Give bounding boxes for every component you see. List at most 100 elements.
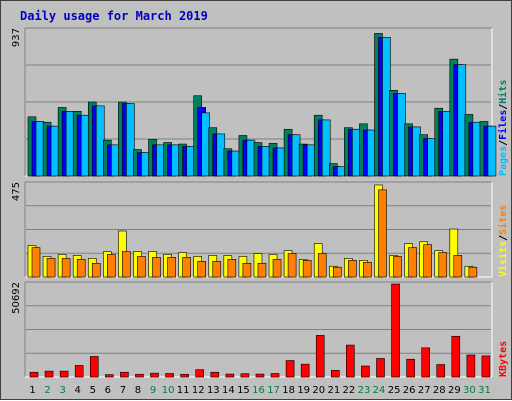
bar-kbytes-day-13 xyxy=(210,371,220,378)
legend-label: Pages/Files/Hits xyxy=(497,80,509,176)
bar-kbytes-day-5 xyxy=(89,356,99,378)
day-label-20: 20 xyxy=(312,385,325,396)
bar-kbytes-day-14 xyxy=(225,373,235,378)
bar-kbytes-day-17 xyxy=(270,373,280,378)
day-label-26: 26 xyxy=(403,385,416,396)
bar-kbytes-day-15 xyxy=(240,373,250,378)
day-label-22: 22 xyxy=(343,385,356,396)
y-axis-max-label: 475 xyxy=(11,182,22,201)
day-label-13: 13 xyxy=(207,385,220,396)
bar-pages-day-31 xyxy=(487,125,497,177)
bar-sites-day-12 xyxy=(197,261,207,278)
day-label-15: 15 xyxy=(237,385,250,396)
bar-sites-day-30 xyxy=(468,266,478,278)
bar-kbytes-day-28 xyxy=(436,364,446,378)
bar-kbytes-day-11 xyxy=(180,373,189,378)
day-label-16: 16 xyxy=(252,385,265,396)
legend-entry: Pages xyxy=(498,146,509,176)
bar-sites-day-3 xyxy=(61,258,71,278)
day-label-17: 17 xyxy=(267,385,280,396)
bar-kbytes-day-12 xyxy=(195,369,205,378)
bar-kbytes-day-6 xyxy=(105,374,114,378)
bar-sites-day-24 xyxy=(378,189,387,278)
bar-sites-day-13 xyxy=(212,261,222,278)
bar-sites-day-28 xyxy=(438,252,448,278)
bar-sites-day-15 xyxy=(242,262,252,278)
day-label-10: 10 xyxy=(162,385,175,396)
bar-kbytes-day-24 xyxy=(376,358,385,378)
bar-kbytes-day-16 xyxy=(255,373,265,378)
legend-entry: Hits xyxy=(497,80,509,104)
day-label-6: 6 xyxy=(105,385,111,396)
bar-sites-day-7 xyxy=(122,251,131,278)
bar-kbytes-day-29 xyxy=(451,335,461,378)
bar-sites-day-26 xyxy=(408,247,417,278)
day-label-8: 8 xyxy=(135,385,141,396)
day-label-24: 24 xyxy=(373,385,386,396)
bar-kbytes-day-19 xyxy=(300,363,310,378)
legend-entry: Files xyxy=(497,110,509,140)
bar-sites-day-22 xyxy=(348,260,357,278)
bar-kbytes-day-18 xyxy=(285,360,295,378)
day-label-23: 23 xyxy=(358,385,371,396)
bar-sites-day-8 xyxy=(137,256,146,278)
bar-kbytes-day-26 xyxy=(406,358,415,378)
day-label-14: 14 xyxy=(222,385,235,396)
day-label-30: 30 xyxy=(463,385,476,396)
day-label-9: 9 xyxy=(150,385,156,396)
chart-title: Daily usage for March 2019 xyxy=(20,9,208,23)
day-label-31: 31 xyxy=(478,385,491,396)
legend-entry: / xyxy=(498,104,509,110)
day-label-7: 7 xyxy=(120,385,126,396)
day-label-18: 18 xyxy=(282,385,295,396)
bar-sites-day-25 xyxy=(393,256,402,278)
y-axis-max-label: 937 xyxy=(11,28,22,47)
bar-sites-day-23 xyxy=(363,262,372,278)
bar-sites-day-5 xyxy=(91,262,101,278)
bar-kbytes-day-10 xyxy=(165,373,174,378)
bar-sites-day-11 xyxy=(182,257,191,278)
bar-sites-day-29 xyxy=(453,255,463,278)
legend-entry: Sites xyxy=(497,205,509,235)
bar-pages-day-7 xyxy=(126,103,135,177)
bar-kbytes-day-1 xyxy=(29,371,39,378)
day-label-12: 12 xyxy=(192,385,205,396)
bar-sites-day-9 xyxy=(152,257,161,278)
bar-sites-day-21 xyxy=(332,266,342,278)
bar-kbytes-day-30 xyxy=(466,354,476,378)
bar-sites-day-2 xyxy=(46,258,56,278)
day-label-11: 11 xyxy=(177,385,190,396)
bar-sites-day-20 xyxy=(317,253,327,278)
day-label-25: 25 xyxy=(388,385,401,396)
bar-sites-day-10 xyxy=(167,257,176,278)
day-label-28: 28 xyxy=(433,385,446,396)
bar-kbytes-day-20 xyxy=(315,335,325,378)
day-label-1: 1 xyxy=(29,385,35,396)
bar-kbytes-day-2 xyxy=(44,370,54,378)
legend-entry: / xyxy=(498,140,509,146)
bar-kbytes-day-3 xyxy=(59,370,69,378)
day-label-27: 27 xyxy=(418,385,431,396)
bar-kbytes-day-9 xyxy=(150,372,159,378)
y-axis-max-label: 50692 xyxy=(11,282,22,314)
bar-sites-day-14 xyxy=(227,259,237,278)
legend-entry: Visits xyxy=(497,241,509,277)
bar-pages-day-20 xyxy=(321,119,331,177)
bar-kbytes-day-8 xyxy=(135,373,144,378)
legend-entry: / xyxy=(498,235,509,241)
bar-sites-day-27 xyxy=(423,244,432,278)
day-label-19: 19 xyxy=(297,385,310,396)
bar-kbytes-day-4 xyxy=(74,365,84,378)
bar-sites-day-1 xyxy=(31,247,41,278)
bar-sites-day-4 xyxy=(76,259,86,278)
bar-sites-day-6 xyxy=(107,254,116,278)
bar-kbytes-day-7 xyxy=(120,371,129,378)
legend-entry: KBytes xyxy=(498,341,509,377)
day-label-2: 2 xyxy=(44,385,50,396)
day-label-29: 29 xyxy=(448,385,461,396)
bar-kbytes-day-31 xyxy=(481,355,491,378)
bar-kbytes-day-22 xyxy=(346,344,355,378)
bar-kbytes-day-25 xyxy=(391,283,400,378)
